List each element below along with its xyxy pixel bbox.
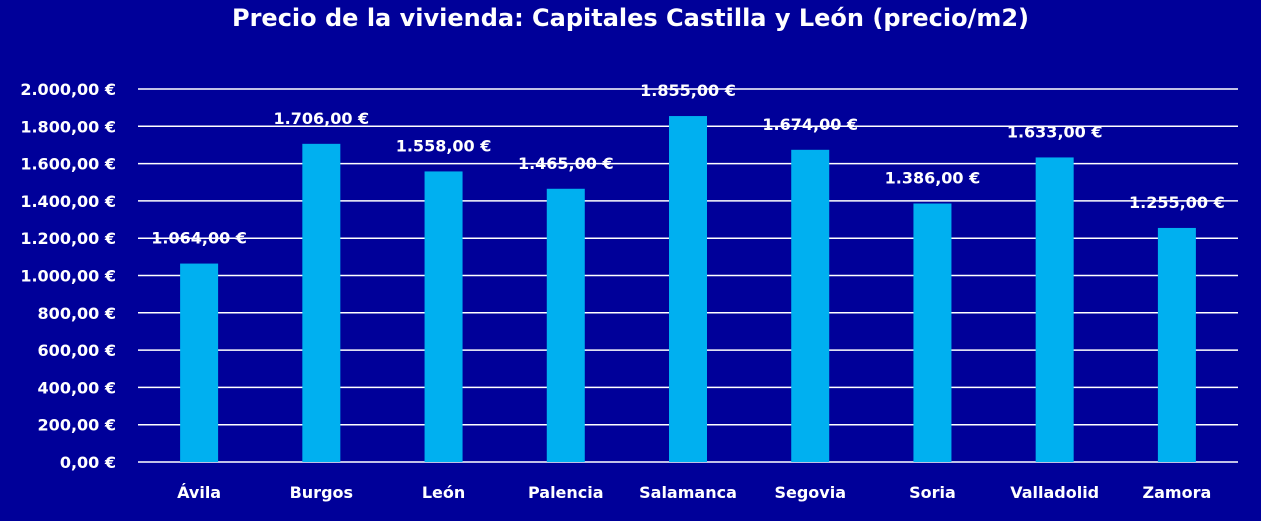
y-tick-label: 400,00 € xyxy=(38,378,116,397)
data-label: 1.674,00 € xyxy=(762,115,858,134)
bars xyxy=(180,116,1196,463)
y-tick-label: 2.000,00 € xyxy=(20,80,116,99)
data-label: 1.558,00 € xyxy=(396,136,492,155)
bar xyxy=(180,263,219,462)
data-label: 1.706,00 € xyxy=(274,109,370,128)
data-label: 1.255,00 € xyxy=(1129,193,1225,212)
y-tick-label: 1.600,00 € xyxy=(20,155,116,174)
y-tick-label: 0,00 € xyxy=(60,453,116,472)
x-tick-label: Ávila xyxy=(177,483,221,502)
data-labels: 1.064,00 € 1.706,00 € 1.558,00 € 1.465,00 €… xyxy=(151,81,1224,248)
x-axis-tick-labels: Ávila Burgos León Palencia Salamanca Segovia S… xyxy=(177,483,1211,502)
data-label: 1.633,00 € xyxy=(1007,122,1103,141)
x-tick-label: Burgos xyxy=(290,483,353,502)
y-tick-label: 800,00 € xyxy=(38,304,116,323)
bar xyxy=(424,171,463,463)
x-tick-label: Soria xyxy=(909,483,956,502)
bar xyxy=(1035,157,1074,462)
y-tick-label: 1.800,00 € xyxy=(20,117,116,136)
bar xyxy=(1157,227,1196,462)
data-label: 1.855,00 € xyxy=(640,81,736,100)
bar xyxy=(546,188,585,462)
x-tick-label: Valladolid xyxy=(1010,483,1099,502)
y-axis-tick-labels: 0,00 € 200,00 € 400,00 € 600,00 € 800,00 € 1.… xyxy=(20,80,116,472)
x-tick-label: León xyxy=(422,483,465,502)
bar xyxy=(791,149,830,462)
x-tick-label: Segovia xyxy=(774,483,846,502)
chart-title: Precio de la vivienda: Capitales Castill… xyxy=(232,4,1029,32)
data-label: 1.386,00 € xyxy=(885,169,981,188)
data-label: 1.064,00 € xyxy=(151,229,247,248)
x-tick-label: Zamora xyxy=(1143,483,1212,502)
y-tick-label: 1.400,00 € xyxy=(20,192,116,211)
bar xyxy=(302,143,341,462)
bar xyxy=(913,203,952,463)
y-tick-label: 600,00 € xyxy=(38,341,116,360)
x-tick-label: Salamanca xyxy=(639,483,737,502)
y-tick-label: 1.200,00 € xyxy=(20,229,116,248)
y-tick-label: 1.000,00 € xyxy=(20,267,116,286)
bar xyxy=(669,116,707,462)
y-tick-label: 200,00 € xyxy=(38,416,116,435)
x-tick-label: Palencia xyxy=(528,483,604,502)
data-label: 1.465,00 € xyxy=(518,154,614,173)
